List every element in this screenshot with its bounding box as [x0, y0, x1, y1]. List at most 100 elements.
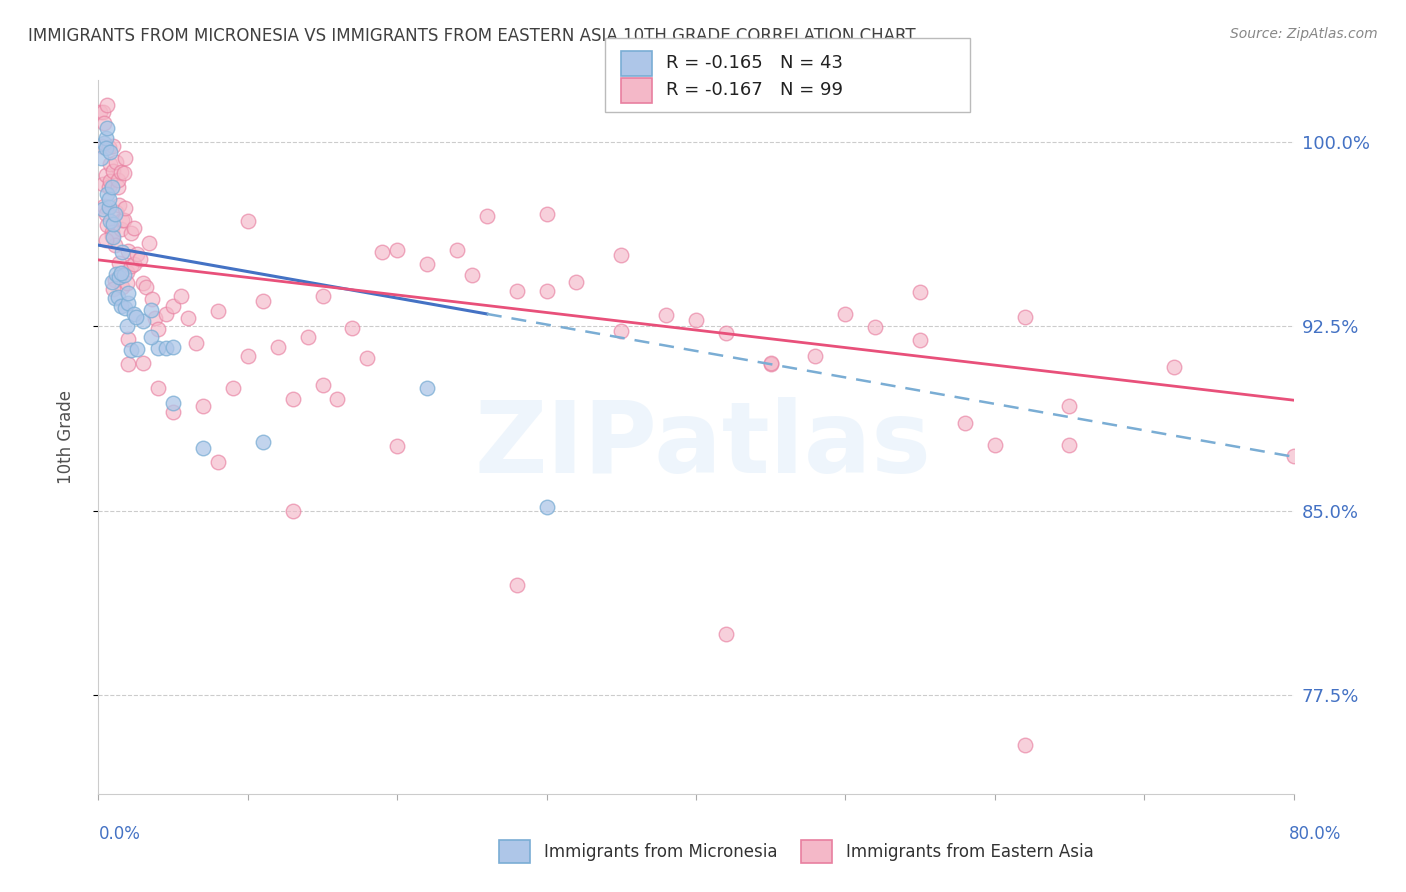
- Point: [104, 238, 127, 252]
- Point: [148, 321, 170, 335]
- Point: [110, 299, 132, 313]
- Point: [297, 330, 319, 344]
- Point: [865, 320, 887, 334]
- Point: [326, 392, 349, 407]
- Point: [148, 381, 170, 395]
- Point: [91, 202, 114, 216]
- Point: [834, 307, 856, 321]
- Point: [267, 340, 290, 354]
- Text: 80.0%: 80.0%: [1288, 825, 1341, 843]
- Point: [191, 441, 214, 455]
- Point: [103, 230, 125, 244]
- Point: [94, 141, 117, 155]
- Point: [207, 455, 229, 469]
- Point: [107, 179, 129, 194]
- Point: [536, 285, 558, 299]
- Text: ZIPatlas: ZIPatlas: [475, 398, 931, 494]
- Point: [110, 165, 132, 179]
- Point: [97, 139, 120, 153]
- Point: [252, 293, 274, 308]
- Point: [141, 292, 163, 306]
- Point: [103, 282, 125, 296]
- Point: [1059, 399, 1081, 413]
- Text: IMMIGRANTS FROM MICRONESIA VS IMMIGRANTS FROM EASTERN ASIA 10TH GRADE CORRELATIO: IMMIGRANTS FROM MICRONESIA VS IMMIGRANTS…: [28, 27, 915, 45]
- Point: [127, 246, 149, 260]
- Point: [908, 333, 931, 347]
- Point: [908, 285, 931, 300]
- Y-axis label: 10th Grade: 10th Grade: [56, 390, 75, 484]
- Point: [984, 438, 1007, 452]
- Point: [759, 357, 782, 371]
- Point: [111, 213, 134, 227]
- Point: [104, 291, 127, 305]
- Point: [759, 356, 782, 370]
- Point: [117, 357, 139, 371]
- Point: [804, 350, 827, 364]
- Point: [98, 174, 122, 188]
- Point: [311, 289, 333, 303]
- Point: [1282, 449, 1305, 463]
- Text: R = -0.167   N = 99: R = -0.167 N = 99: [666, 81, 844, 99]
- Point: [96, 120, 118, 135]
- Point: [111, 280, 134, 294]
- Point: [1014, 310, 1036, 325]
- Point: [98, 145, 122, 159]
- Point: [252, 434, 274, 449]
- Point: [105, 205, 128, 219]
- Point: [536, 207, 558, 221]
- Point: [117, 295, 139, 310]
- Point: [108, 256, 131, 270]
- Point: [162, 395, 184, 409]
- Point: [112, 166, 135, 180]
- Point: [236, 349, 259, 363]
- Point: [475, 209, 498, 223]
- Point: [342, 321, 364, 335]
- Point: [124, 307, 146, 321]
- Point: [222, 380, 245, 394]
- Point: [96, 218, 118, 232]
- Point: [169, 289, 191, 303]
- Point: [103, 139, 125, 153]
- Point: [94, 233, 117, 247]
- Point: [124, 221, 146, 235]
- Point: [103, 164, 125, 178]
- Point: [107, 172, 129, 186]
- Point: [111, 244, 134, 259]
- Point: [117, 244, 139, 258]
- Point: [90, 151, 112, 165]
- Point: [446, 244, 468, 258]
- Point: [105, 267, 128, 281]
- Point: [114, 201, 136, 215]
- Point: [1014, 738, 1036, 752]
- Point: [115, 318, 138, 333]
- Point: [93, 116, 115, 130]
- Point: [90, 138, 112, 153]
- Point: [120, 259, 142, 273]
- Point: [110, 222, 132, 236]
- Point: [416, 257, 439, 271]
- Point: [135, 279, 157, 293]
- Point: [117, 332, 139, 346]
- Point: [655, 308, 678, 322]
- Point: [91, 105, 114, 120]
- Point: [112, 213, 135, 227]
- Point: [104, 207, 127, 221]
- Text: Source: ZipAtlas.com: Source: ZipAtlas.com: [1230, 27, 1378, 41]
- Point: [112, 268, 135, 282]
- Point: [155, 341, 177, 355]
- Point: [107, 290, 129, 304]
- Point: [311, 378, 333, 392]
- Point: [120, 226, 142, 240]
- Point: [101, 179, 124, 194]
- Point: [685, 312, 707, 326]
- Point: [184, 336, 207, 351]
- Point: [177, 311, 200, 326]
- Point: [610, 248, 633, 262]
- Point: [1163, 360, 1185, 375]
- Point: [162, 340, 184, 354]
- Point: [94, 169, 117, 183]
- Point: [1059, 437, 1081, 451]
- Point: [148, 341, 170, 355]
- Point: [94, 207, 117, 221]
- Point: [115, 265, 138, 279]
